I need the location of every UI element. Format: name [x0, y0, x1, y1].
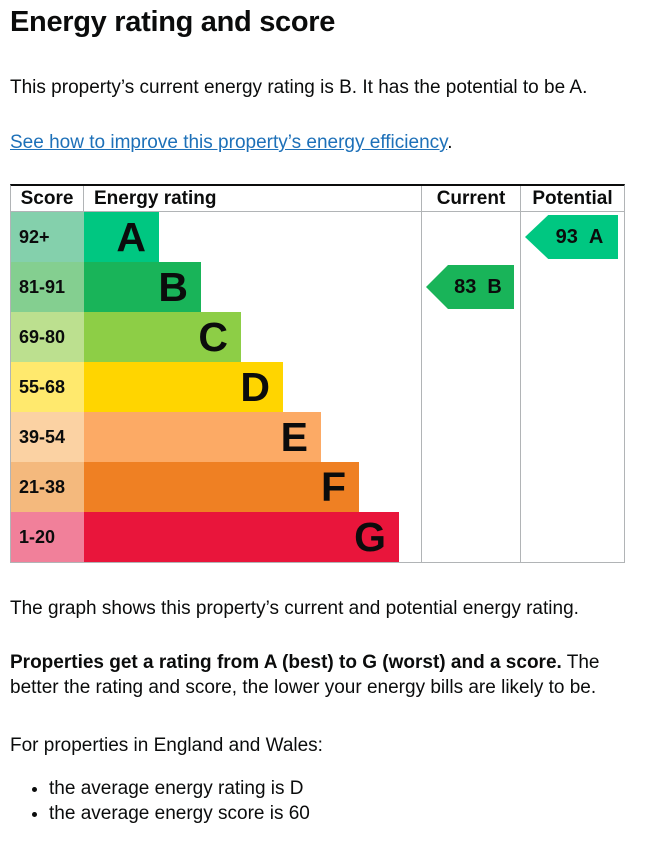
score-range: 55-68: [11, 362, 84, 412]
rating-cell: G: [84, 512, 421, 562]
score-range: 39-54: [11, 412, 84, 462]
potential-cell: [520, 262, 624, 312]
rating-cell: F: [84, 462, 421, 512]
potential-cell: 93 A: [520, 212, 624, 262]
rating-cell: E: [84, 412, 421, 462]
improve-link-period: .: [447, 132, 453, 153]
rating-band-row: 92+ A 93 A: [11, 212, 624, 262]
rating-explanation-bold: Properties get a rating from A (best) to…: [10, 652, 562, 673]
rating-band-row: 55-68 D: [11, 362, 624, 412]
rating-letter: F: [320, 464, 346, 510]
score-range: 69-80: [11, 312, 84, 362]
header-current: Current: [421, 186, 520, 211]
rating-bar: D: [84, 362, 283, 412]
rating-bar: E: [84, 412, 321, 462]
rating-bar: C: [84, 312, 241, 362]
rating-letter: B: [158, 264, 188, 310]
england-wales-heading: For properties in England and Wales:: [10, 735, 323, 756]
rating-letter: G: [354, 514, 386, 560]
potential-cell: [520, 512, 624, 562]
improve-link-para: See how to improve this property’s energ…: [10, 130, 658, 155]
rating-explanation-rest: The better the rating and score, the low…: [10, 652, 600, 698]
current-cell: [421, 312, 520, 362]
chart-header-row: Score Energy rating Current Potential: [11, 186, 624, 212]
intro-text: This property’s current energy rating is…: [10, 77, 588, 98]
rating-bar: G: [84, 512, 399, 562]
energy-rating-chart: Score Energy rating Current Potential 92…: [10, 184, 625, 563]
current-rating-arrow: 83 B: [426, 265, 514, 309]
score-range: 81-91: [11, 262, 84, 312]
current-band-letter: B: [487, 275, 502, 298]
current-score: 83: [454, 275, 477, 298]
average-list-item: the average energy score is 60: [49, 801, 658, 826]
header-rating: Energy rating: [94, 188, 217, 209]
rating-letter: C: [198, 314, 228, 360]
improve-efficiency-link[interactable]: See how to improve this property’s energ…: [10, 132, 448, 153]
potential-cell: [520, 312, 624, 362]
rating-band-row: 1-20 G: [11, 512, 624, 562]
average-list-item: the average energy rating is D: [49, 776, 658, 801]
rating-band-row: 81-91 B 83 B: [11, 262, 624, 312]
current-cell: [421, 462, 520, 512]
score-range: 1-20: [11, 512, 84, 562]
current-cell: [421, 412, 520, 462]
potential-band-letter: A: [588, 225, 604, 248]
averages-list: the average energy rating is Dthe averag…: [10, 776, 658, 826]
rating-letter: E: [280, 414, 308, 460]
page-title: Energy rating and score: [10, 6, 336, 38]
potential-score: 93: [555, 225, 578, 248]
rating-bar: B: [84, 262, 201, 312]
potential-cell: [520, 362, 624, 412]
rating-bar: A: [84, 212, 159, 262]
potential-rating-arrow: 93 A: [525, 215, 618, 259]
rating-bar: F: [84, 462, 359, 512]
rating-cell: D: [84, 362, 421, 412]
current-cell: [421, 212, 520, 262]
score-range: 21-38: [11, 462, 84, 512]
current-cell: [421, 512, 520, 562]
header-potential: Potential: [520, 186, 624, 211]
rating-cell: C: [84, 312, 421, 362]
score-range: 92+: [11, 212, 84, 262]
rating-cell: B: [84, 262, 421, 312]
graph-caption: The graph shows this property’s current …: [10, 598, 579, 619]
current-cell: [421, 362, 520, 412]
rating-letter: D: [240, 364, 270, 410]
rating-band-row: 69-80 C: [11, 312, 624, 362]
potential-cell: [520, 462, 624, 512]
potential-cell: [520, 412, 624, 462]
chart-body: 92+ A 93 A 81-91 B 83 B 69-80 C 55-68: [11, 212, 624, 562]
rating-letter: A: [116, 214, 146, 260]
rating-band-row: 39-54 E: [11, 412, 624, 462]
current-cell: 83 B: [421, 262, 520, 312]
header-score: Score: [11, 186, 84, 211]
rating-explanation: Properties get a rating from A (best) to…: [10, 650, 632, 700]
rating-cell: A: [84, 212, 421, 262]
rating-band-row: 21-38 F: [11, 462, 624, 512]
